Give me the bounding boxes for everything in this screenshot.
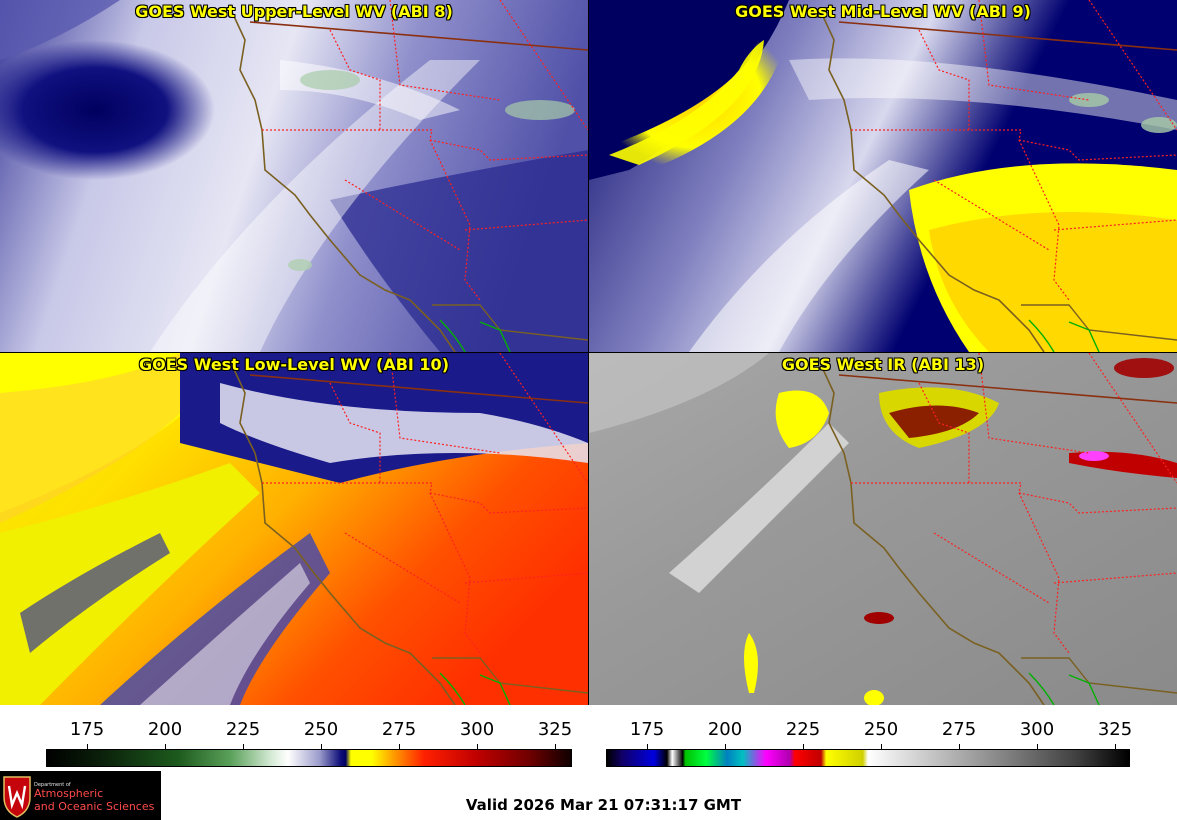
map-panel-low-level-wv: GOES West Low-Level WV (ABI 10): [0, 353, 588, 705]
colorbar-tick-label: 325: [1097, 719, 1133, 740]
colorbar-tick: [243, 744, 244, 749]
mid-level-wv-image: [589, 0, 1177, 352]
colorbar-tick-label: 325: [537, 719, 573, 740]
colorbar-tick: [165, 744, 166, 749]
colorbar-tick: [1115, 744, 1116, 749]
colorbar-tick-label: 300: [1019, 719, 1055, 740]
colorbar-tick: [881, 744, 882, 749]
map-panel-ir: GOES West IR (ABI 13): [589, 353, 1177, 705]
upper-level-wv-image: [0, 0, 588, 352]
ir-image: [589, 353, 1177, 705]
colorbar-tick-label: 275: [381, 719, 417, 740]
colorbar-tick: [477, 744, 478, 749]
colorbar-tick-label: 200: [147, 719, 183, 740]
colorbar-wv: 175 200 225 250 275 300 325: [0, 705, 588, 770]
panel-title: GOES West IR (ABI 13): [781, 355, 985, 374]
colorbar-tick: [87, 744, 88, 749]
logo-department-text: Department of: [34, 782, 71, 788]
boundary-overlay: [820, 0, 1177, 352]
colorbar-tick: [555, 744, 556, 749]
map-panel-mid-level-wv: GOES West Mid-Level WV (ABI 9): [589, 0, 1177, 352]
colorbar-gradient-ir: [606, 749, 1130, 767]
panel-title: GOES West Upper-Level WV (ABI 8): [135, 2, 453, 21]
colorbar-tick: [1037, 744, 1038, 749]
colorbar-tick: [399, 744, 400, 749]
panel-divider-horizontal: [0, 352, 1177, 353]
map-panel-upper-level-wv: GOES West Upper-Level WV (ABI 8): [0, 0, 588, 352]
colorbar-tick: [647, 744, 648, 749]
colorbar-tick: [725, 744, 726, 749]
colorbar-tick-label: 225: [785, 719, 821, 740]
uw-crest-icon: [3, 776, 31, 818]
colorbar-tick-label: 300: [459, 719, 495, 740]
boundary-overlay: [231, 0, 588, 352]
colorbar-gradient-wv: [46, 749, 572, 767]
panel-title: GOES West Mid-Level WV (ABI 9): [735, 2, 1031, 21]
colorbar-tick-label: 200: [707, 719, 743, 740]
logo-line2: and Oceanic Sciences: [34, 800, 155, 813]
panel-title: GOES West Low-Level WV (ABI 10): [138, 355, 449, 374]
colorbar-tick-label: 175: [69, 719, 105, 740]
logo-line1: Atmospheric: [34, 787, 104, 800]
boundary-overlay: [820, 353, 1177, 705]
colorbar-tick: [803, 744, 804, 749]
colorbar-tick-label: 250: [863, 719, 899, 740]
colorbar-ir: 175 200 225 250 275 300 325: [589, 705, 1177, 770]
uw-aos-logo: Department of Atmospheric and Oceanic Sc…: [0, 771, 161, 820]
colorbar-tick: [959, 744, 960, 749]
colorbar-tick-label: 175: [629, 719, 665, 740]
colorbar-tick-label: 225: [225, 719, 261, 740]
valid-time-label: Valid 2026 Mar 21 07:31:17 GMT: [465, 796, 742, 814]
colorbar-tick-label: 275: [941, 719, 977, 740]
colorbar-tick-label: 250: [303, 719, 339, 740]
boundary-overlay: [231, 353, 588, 705]
low-level-wv-image: [0, 353, 588, 705]
colorbar-tick: [321, 744, 322, 749]
